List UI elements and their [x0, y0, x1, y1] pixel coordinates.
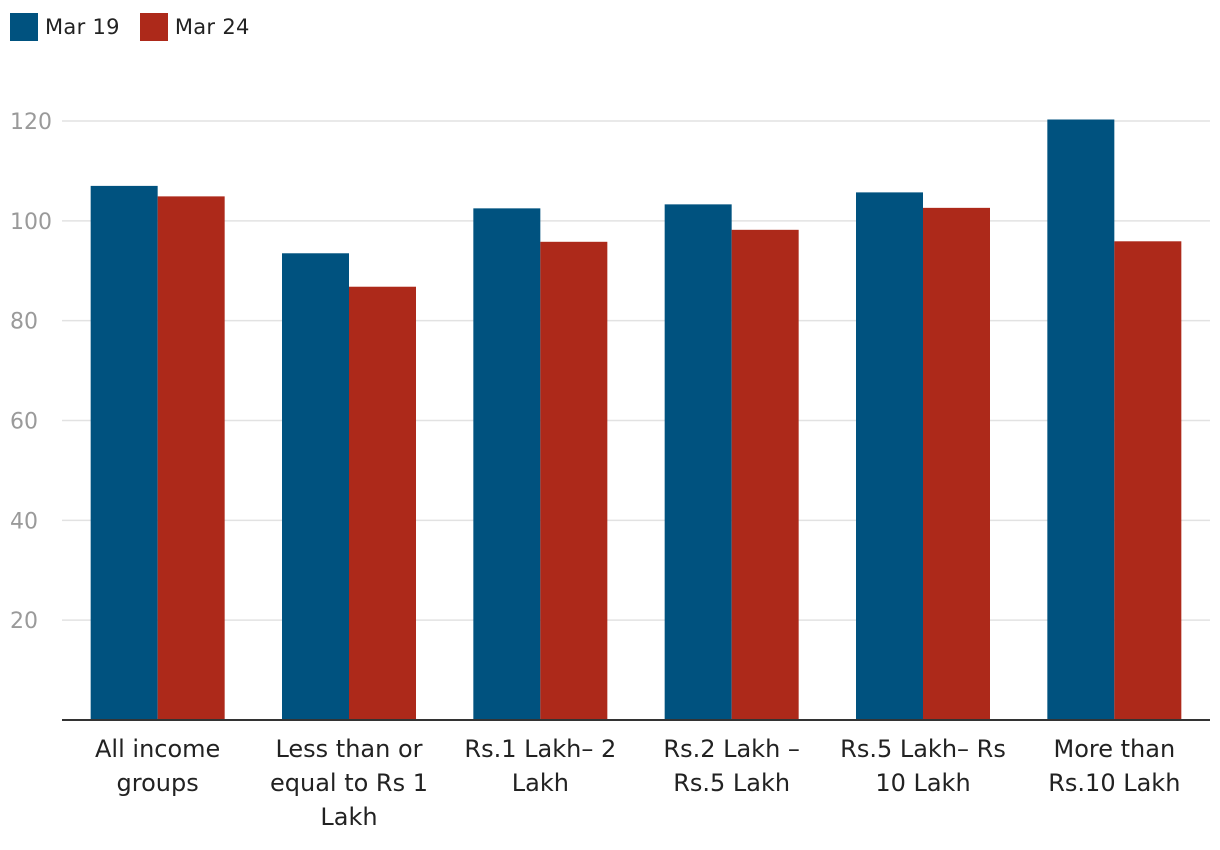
x-tick-label-5: More than Rs.10 Lakh — [1048, 735, 1180, 797]
bar-mar-19-5 — [1047, 119, 1115, 720]
x-tick-label-0: All income groups — [95, 735, 220, 797]
bar-mar-19-1 — [282, 253, 349, 720]
bar-mar-19-0 — [90, 185, 158, 720]
legend: Mar 19 Mar 24 — [10, 12, 270, 42]
y-tick-label-60: 60 — [10, 410, 38, 435]
legend-item-mar-24: Mar 24 — [139, 13, 250, 41]
bar-mar-19-4 — [856, 192, 923, 720]
bar-mar-19-2 — [473, 208, 541, 720]
y-tick-label-120: 120 — [10, 110, 52, 135]
bar-mar-24-2 — [540, 241, 608, 720]
bar-mar-19-3 — [664, 204, 732, 720]
y-tick-label-20: 20 — [10, 609, 38, 634]
legend-swatch-mar-19 — [10, 13, 38, 41]
x-tick-label-4: Rs.5 Lakh– Rs 10 Lakh — [840, 735, 1006, 797]
legend-item-mar-19: Mar 19 — [10, 13, 120, 41]
bar-mar-24-5 — [1114, 241, 1182, 720]
bar-mar-24-3 — [731, 229, 799, 720]
bar-mar-24-4 — [923, 207, 990, 721]
x-tick-label-1: Less than or equal to Rs 1 Lakh — [270, 735, 428, 831]
y-tick-label-80: 80 — [10, 310, 38, 335]
y-tick-label-40: 40 — [10, 509, 38, 534]
legend-label-mar-24: Mar 24 — [174, 15, 250, 39]
bar-mar-24-0 — [157, 196, 225, 721]
y-tick-label-100: 100 — [10, 210, 52, 235]
bar-mar-24-1 — [349, 286, 416, 720]
legend-swatch-mar-24 — [139, 13, 168, 41]
x-tick-label-3: Rs.2 Lakh – Rs.5 Lakh — [663, 735, 800, 797]
x-tick-label-2: Rs.1 Lakh– 2 Lakh — [464, 735, 616, 797]
legend-label-mar-19: Mar 19 — [45, 15, 120, 39]
